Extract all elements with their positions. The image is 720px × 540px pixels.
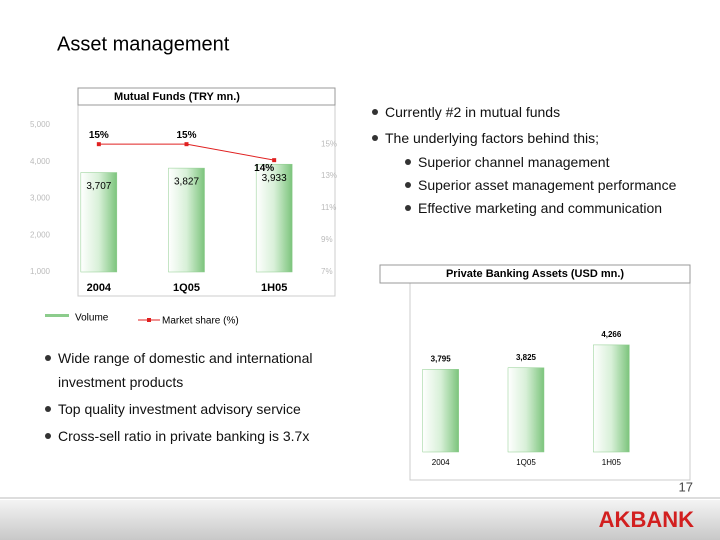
y2-tick-label: 9% [321,235,333,244]
chart-title-box [77,87,336,106]
y-tick-label: 4,000 [30,157,51,166]
y2-tick-label: 11% [321,203,336,212]
line [98,143,275,161]
y-tick-label: 3,000 [30,194,51,203]
legend-swatch [45,314,69,317]
line-marker [272,158,277,163]
x-tick-label: 1H05 [602,458,622,467]
y-tick-label: 5,000 [30,120,51,129]
line-value-label: 15% [89,130,109,141]
chart-title: Mutual Funds (TRY mn.) [114,91,240,103]
sub-bullet: Superior channel management [404,150,609,174]
bar [507,367,545,453]
bar-value-label: 3,825 [516,353,537,362]
bullet: Currently #2 in mutual funds [371,100,560,124]
slide-title: Asset management [57,33,230,55]
chart-title: Private Banking Assets (USD mn.) [446,268,624,280]
bar-value-label: 3,795 [431,354,452,363]
logo: AKBANK [599,507,694,532]
chart-title-box [379,264,691,284]
line-marker [96,142,101,147]
bullet: Top quality investment advisory service [45,397,301,421]
bar [80,172,118,273]
line-value-label: 14% [254,163,274,174]
y-tick-label: 1,000 [30,267,51,276]
sub-bullet: Superior asset management performance [404,173,676,197]
x-tick-label: 1H05 [261,282,287,294]
x-tick-label: 1Q05 [173,282,200,294]
bar-value-label: 3,707 [86,181,111,192]
sub-bullet: Effective marketing and communication [404,196,662,220]
bullet: The underlying factors behind this; [371,126,599,150]
line-value-label: 15% [176,130,196,141]
bar [422,369,459,453]
bar [255,163,293,273]
bar-value-label: 3,827 [174,177,199,188]
x-tick-label: 1Q05 [516,458,536,467]
x-tick-label: 2004 [432,458,450,467]
y-tick-label: 2,000 [30,230,51,239]
bar-value-label: 3,933 [262,173,287,184]
bullet: Wide range of domestic and international… [45,346,358,394]
page-number: 17 [679,479,693,494]
x-tick-label: 2004 [87,282,112,294]
bar [168,167,205,273]
legend-label: Volume [75,313,109,324]
bar-value-label: 4,266 [601,330,622,339]
line-marker [184,142,189,147]
y2-tick-label: 15% [321,139,337,148]
legend-marker [147,318,151,322]
legend-label: Market share (%) [162,316,239,327]
y2-tick-label: 7% [321,267,333,276]
bullet: Cross-sell ratio in private banking is 3… [44,424,309,448]
y2-tick-label: 13% [321,171,337,180]
bar [593,344,630,453]
footer-band [0,500,720,540]
